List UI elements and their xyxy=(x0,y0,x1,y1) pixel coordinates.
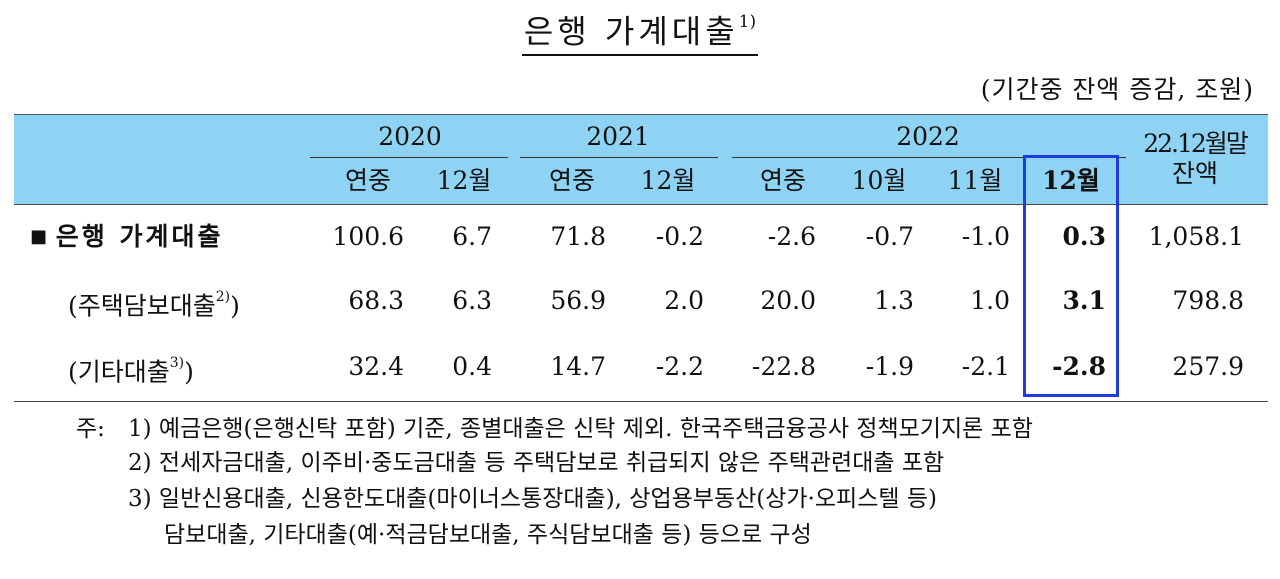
footnote-1: 1) 예금은행(은행신탁 포함) 기준, 종별대출은 신탁 제외. 한국주택금융… xyxy=(128,412,1033,446)
row-label-other-note: 3) xyxy=(170,355,184,371)
footnote-3b: 담보대출, 기타대출(예·적금담보대출, 주식담보대출 등) 등으로 구성 xyxy=(164,518,812,552)
balance-header-line2: 잔액 xyxy=(1133,159,1257,189)
sub-header-2021-year: 연중 xyxy=(524,166,620,196)
row-label-other-close: ) xyxy=(184,357,194,386)
cell: 56.9 xyxy=(514,286,606,316)
row-label-other-text: (기타대출 xyxy=(68,357,170,386)
bullet-icon: ■ xyxy=(30,226,47,247)
footnote-3a: 3) 일반신용대출, 신용한도대출(마이너스통장대출), 상업용부동산(상가·오… xyxy=(128,482,937,516)
row-label-mortgage: (주택담보대출2)) xyxy=(68,286,240,321)
cell: 1.3 xyxy=(822,286,914,316)
table-bottom-divider xyxy=(14,401,1268,402)
title-footnote-mark: 1) xyxy=(739,12,756,32)
cell: 68.3 xyxy=(312,286,404,316)
page-title: 은행 가계대출1) xyxy=(522,6,758,56)
sub-header-2021-dec: 12월 xyxy=(620,166,716,196)
cell: -2.6 xyxy=(724,222,816,252)
balance-header-line1: 22.12월말 xyxy=(1133,129,1257,159)
footnote-2: 2) 전세자금대출, 이주비·중도금대출 등 주택담보로 취급되지 않은 주택관… xyxy=(128,446,944,480)
cell: -0.2 xyxy=(612,222,704,252)
sub-header-2022-oct: 10월 xyxy=(831,166,927,196)
cell: 0.4 xyxy=(400,352,492,382)
cell: 2.0 xyxy=(612,286,704,316)
sub-header-2022-year: 연중 xyxy=(735,166,831,196)
cell: -2.2 xyxy=(612,352,704,382)
row-label-total-text: 은행 가계대출 xyxy=(56,222,224,251)
sub-header-2022-nov: 11월 xyxy=(927,166,1023,196)
cell: 20.0 xyxy=(724,286,816,316)
cell: 6.7 xyxy=(400,222,492,252)
cell: -1.9 xyxy=(822,352,914,382)
year-2022: 2022 xyxy=(733,122,1123,152)
cell: -22.8 xyxy=(724,352,816,382)
cell: 14.7 xyxy=(514,352,606,382)
cell: -0.7 xyxy=(822,222,914,252)
page-title-text: 은행 가계대출 xyxy=(524,13,739,51)
cell: 100.6 xyxy=(312,222,404,252)
highlight-box-dec-2022 xyxy=(1023,155,1119,397)
row-label-mortgage-close: ) xyxy=(230,291,240,320)
year-2021-underline xyxy=(520,157,718,158)
row-label-total: ■ 은행 가계대출 xyxy=(30,222,223,255)
year-2021: 2021 xyxy=(520,122,716,152)
cell: 798.8 xyxy=(1140,286,1244,316)
cell: 257.9 xyxy=(1140,352,1244,382)
year-2020-underline xyxy=(310,157,508,158)
cell: 1.0 xyxy=(918,286,1010,316)
cell: 32.4 xyxy=(312,352,404,382)
cell: -2.1 xyxy=(918,352,1010,382)
cell: 6.3 xyxy=(400,286,492,316)
unit-label: (기간중 잔액 증감, 조원) xyxy=(981,70,1254,106)
title-wrap: 은행 가계대출1) xyxy=(0,6,1280,56)
cell: 1,058.1 xyxy=(1140,222,1244,252)
footnote-prefix: 주: xyxy=(76,412,105,446)
sub-header-2020-year: 연중 xyxy=(320,166,416,196)
cell: 71.8 xyxy=(514,222,606,252)
row-label-mortgage-text: (주택담보대출 xyxy=(68,291,216,320)
row-label-mortgage-note: 2) xyxy=(216,289,230,305)
sub-header-2020-dec: 12월 xyxy=(416,166,512,196)
year-2020: 2020 xyxy=(312,122,508,152)
row-label-other: (기타대출3)) xyxy=(68,352,194,387)
cell: -1.0 xyxy=(918,222,1010,252)
